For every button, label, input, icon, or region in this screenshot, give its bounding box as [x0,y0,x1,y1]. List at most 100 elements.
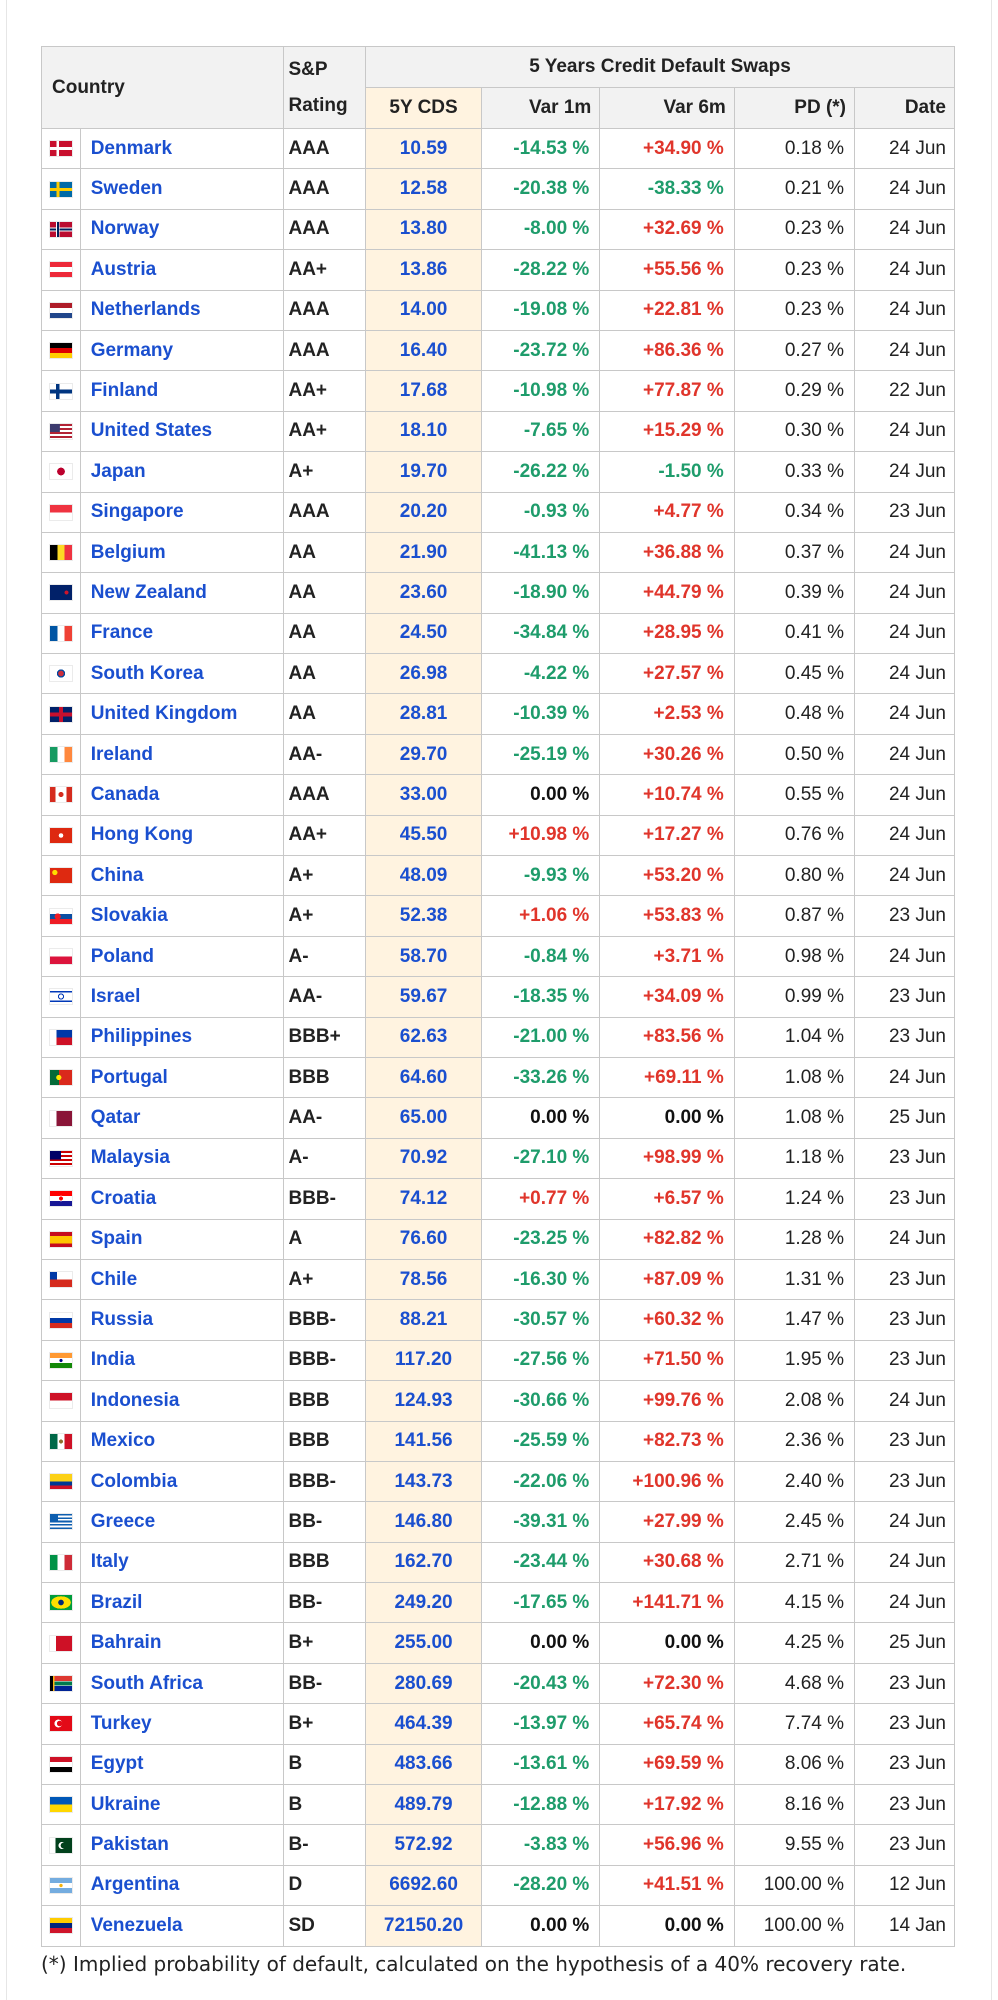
column-header-date[interactable]: Date [854,87,955,129]
country-cell: Poland [79,935,285,978]
rating-cell: AA [283,693,366,735]
country-link-belgium[interactable]: Belgium [90,541,166,563]
rating-cell: AA+ [283,370,366,412]
country-link-south-africa[interactable]: South Africa [90,1672,203,1694]
country-link-canada[interactable]: Canada [90,783,160,805]
country-link-slovakia[interactable]: Slovakia [90,905,168,927]
pd-value: 0.98 % [733,935,856,978]
country-link-greece[interactable]: Greece [90,1510,156,1532]
country-link-china[interactable]: China [90,864,144,886]
flag-cell [41,1784,81,1826]
pd-value: 0.80 % [733,855,856,897]
pd-value: 2.71 % [733,1541,856,1584]
date-value: 23 Jun [854,976,955,1018]
var-6m-value: +27.57 % [599,653,735,695]
country-link-portugal[interactable]: Portugal [90,1066,168,1088]
rating-cell: A+ [283,451,366,493]
country-cell: Singapore [79,491,285,533]
country-link-netherlands[interactable]: Netherlands [90,299,201,321]
country-link-philippines[interactable]: Philippines [90,1026,193,1048]
country-link-brazil[interactable]: Brazil [90,1591,143,1613]
cds-value: 20.20 [364,491,483,533]
table-row: Norway AAA 13.80 -8.00 % +32.69 % 0.23 % 24 Ju… [41,208,955,251]
country-link-venezuela[interactable]: Venezuela [90,1914,183,1936]
country-link-argentina[interactable]: Argentina [90,1874,180,1896]
country-link-norway[interactable]: Norway [90,218,160,240]
var-1m-value: -39.31 % [481,1501,601,1543]
country-link-finland[interactable]: Finland [90,380,159,402]
var-6m-value: +34.09 % [599,976,735,1018]
country-link-malaysia[interactable]: Malaysia [90,1147,170,1169]
table-row: Portugal BBB 64.60 -33.26 % +69.11 % 1.08 % 24… [41,1056,955,1099]
country-link-chile[interactable]: Chile [90,1268,138,1290]
column-header-pd[interactable]: PD (*) [733,87,856,129]
cds-value: 6692.60 [364,1864,483,1907]
country-cell: Turkey [79,1703,285,1745]
cds-value: 13.86 [364,249,483,291]
country-link-mexico[interactable]: Mexico [90,1430,156,1452]
country-link-japan[interactable]: Japan [90,460,146,482]
country-link-poland[interactable]: Poland [90,945,155,967]
cds-value: 29.70 [364,733,483,776]
table-row: Germany AAA 16.40 -23.72 % +86.36 % 0.27 % 24 … [41,329,955,372]
column-header-var-1m[interactable]: Var 1m [481,87,601,129]
date-value: 24 Jun [854,935,955,978]
country-link-croatia[interactable]: Croatia [90,1187,157,1209]
country-link-spain[interactable]: Spain [90,1228,143,1250]
flag-norway-icon [49,221,72,237]
country-link-turkey[interactable]: Turkey [90,1712,152,1734]
country-link-new-zealand[interactable]: New Zealand [90,581,207,603]
column-header-5y-cds[interactable]: 5Y CDS [364,87,483,129]
table-row: Netherlands AAA 14.00 -19.08 % +22.81 % 0.23 … [41,289,955,331]
var-6m-value: +30.68 % [599,1541,735,1584]
rating-cell: BB- [283,1501,366,1543]
column-header-rating-line1[interactable]: S&P [283,46,366,88]
table-row: United States AA+ 18.10 -7.65 % +15.29 % 0.30… [41,410,955,453]
country-link-united-states[interactable]: United States [90,420,213,442]
country-link-qatar[interactable]: Qatar [90,1107,141,1129]
country-link-denmark[interactable]: Denmark [90,137,173,159]
country-link-india[interactable]: India [90,1349,136,1371]
column-header-country[interactable]: Country [40,46,285,129]
country-link-sweden[interactable]: Sweden [90,178,163,200]
country-link-austria[interactable]: Austria [90,258,157,280]
country-link-italy[interactable]: Italy [90,1551,129,1573]
var-1m-value: -23.25 % [481,1218,601,1260]
pd-value: 0.87 % [733,895,856,937]
var-1m-value: -0.93 % [481,491,601,533]
country-link-ukraine[interactable]: Ukraine [90,1793,161,1815]
country-link-russia[interactable]: Russia [90,1309,154,1331]
pd-value: 1.08 % [733,1097,856,1139]
column-header-rating-line2[interactable]: Rating [283,87,366,129]
country-link-south-korea[interactable]: South Korea [90,662,204,684]
date-value: 23 Jun [854,895,955,937]
flag-cell [41,895,81,937]
country-link-bahrain[interactable]: Bahrain [90,1632,162,1654]
country-link-france[interactable]: France [90,622,154,644]
date-value: 24 Jun [854,733,955,776]
flag-cell [41,410,81,453]
country-link-indonesia[interactable]: Indonesia [90,1389,180,1411]
country-cell: Portugal [79,1056,285,1099]
cds-value: 58.70 [364,935,483,978]
country-link-israel[interactable]: Israel [90,985,141,1007]
country-link-hong-kong[interactable]: Hong Kong [90,824,194,846]
country-link-singapore[interactable]: Singapore [90,501,184,523]
country-link-ireland[interactable]: Ireland [90,743,154,765]
rating-cell: AA [283,572,366,614]
country-link-germany[interactable]: Germany [90,339,174,361]
rating-cell: BB- [283,1582,366,1624]
column-header-var-6m[interactable]: Var 6m [599,87,735,129]
var-1m-value: +1.06 % [481,895,601,937]
country-link-united-kingdom[interactable]: United Kingdom [90,703,238,725]
cds-value: 124.93 [364,1380,483,1422]
flag-cell [41,1178,81,1220]
country-link-pakistan[interactable]: Pakistan [90,1834,169,1856]
country-link-egypt[interactable]: Egypt [90,1753,144,1775]
country-link-colombia[interactable]: Colombia [90,1470,178,1492]
country-cell: Norway [79,208,285,251]
country-cell: Ukraine [79,1784,285,1826]
table-row: United Kingdom AA 28.81 -10.39 % +2.53 % 0.48… [41,693,955,735]
country-cell: Germany [79,329,285,372]
var-1m-value: -12.88 % [481,1784,601,1826]
